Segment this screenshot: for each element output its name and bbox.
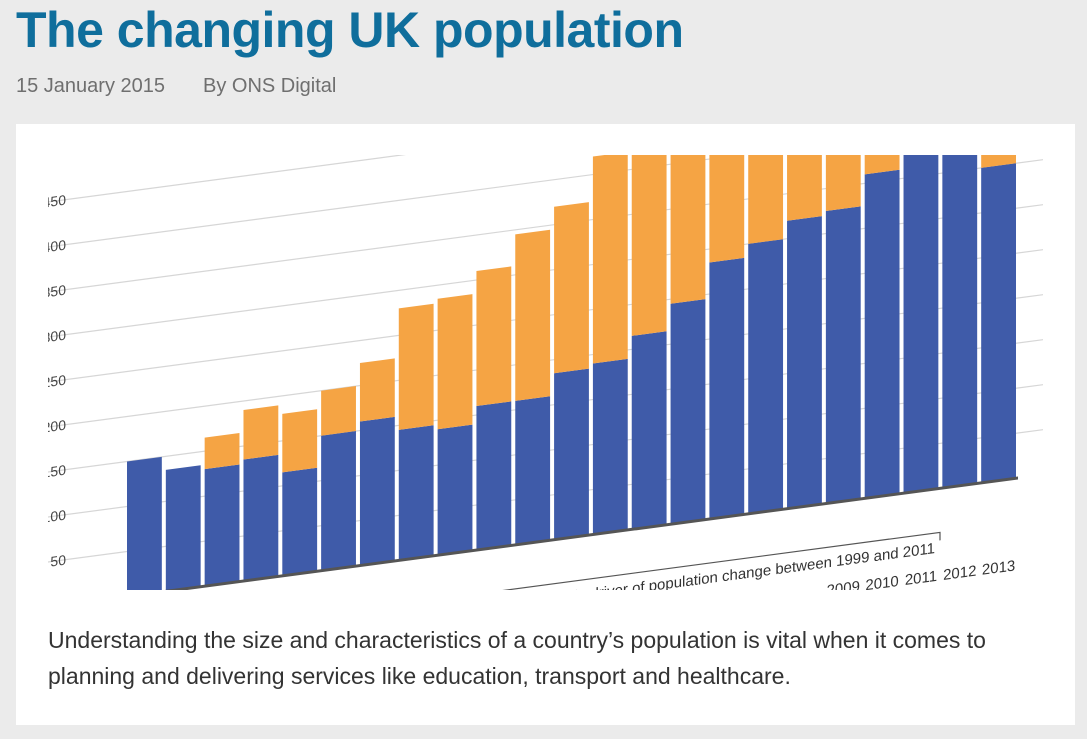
bar-segment [825, 155, 861, 212]
bar-segment [127, 456, 162, 590]
bar-segment [631, 331, 667, 530]
y-tick-label: 300 [48, 327, 66, 346]
bar-segment [787, 155, 822, 221]
y-tick-label: 200 [48, 417, 66, 436]
bar-segment [709, 155, 745, 263]
bar-segment [748, 239, 784, 514]
x-tick-label: 2011 [905, 568, 937, 589]
x-tick-label: 2010 [865, 573, 898, 590]
y-tick-label: 400 [48, 237, 66, 256]
y-tick-label: 150 [48, 462, 66, 481]
bar-segment [476, 401, 512, 551]
bar-segment [321, 386, 356, 436]
y-tick-label: 450 [48, 192, 66, 211]
grid-line [48, 155, 1043, 203]
bar-segment [398, 425, 434, 561]
bar-segment [903, 155, 939, 494]
bar-segment [942, 155, 978, 489]
bar-segment [204, 433, 240, 470]
bar-segment [787, 216, 822, 509]
bar-segment [359, 358, 395, 422]
bar-segment [554, 202, 589, 374]
bar-segment [359, 416, 395, 566]
x-tick-label: 2013 [982, 557, 1015, 578]
y-tick-label: 50 [50, 552, 66, 570]
y-tick-label: 350 [48, 282, 66, 301]
bar-segment [282, 409, 318, 473]
bar-segment [165, 465, 201, 590]
bar-segment [243, 405, 279, 460]
bracket [424, 531, 941, 590]
bar-segment [864, 169, 900, 499]
bar-segment [243, 454, 279, 582]
grid-line [48, 155, 1043, 248]
bar-segment [554, 368, 589, 540]
bar-segment [981, 163, 1016, 483]
date: 15 January 2015 [16, 75, 166, 97]
bar-segment [437, 424, 473, 556]
x-tick-label: 2012 [943, 563, 976, 584]
bar-segment [748, 155, 784, 244]
bar-segment [670, 155, 706, 304]
bar-segment [398, 303, 434, 430]
chart-image: 50 100 150 200 250 300 350 400 450 2009 2010 2011 20… [48, 155, 1043, 590]
bar-segment [515, 396, 551, 545]
bar-segment [825, 206, 861, 504]
bar-segment [631, 155, 667, 336]
bar-segment [592, 155, 628, 364]
y-tick-label: 100 [48, 507, 66, 526]
bar-segment [437, 294, 473, 430]
bar-segment [204, 464, 240, 587]
x-tick-label: 2009 [827, 578, 860, 590]
bar-segment [709, 257, 745, 520]
chart-plane: 50 100 150 200 250 300 350 400 450 2009 2010 2011 20… [48, 155, 1043, 590]
author: By ONS Digital [203, 75, 337, 97]
body-text: Understanding the size and characteristi… [48, 627, 986, 689]
article-title: The changing UK population [16, 2, 684, 58]
bar-segment [476, 266, 512, 407]
bar-segment [282, 467, 318, 576]
bar-segment [592, 358, 628, 535]
bar-segment [670, 299, 706, 525]
bar-segment [321, 431, 356, 571]
y-tick-label: 250 [48, 372, 66, 391]
baseline [48, 476, 1018, 590]
bar-segment [515, 229, 551, 401]
